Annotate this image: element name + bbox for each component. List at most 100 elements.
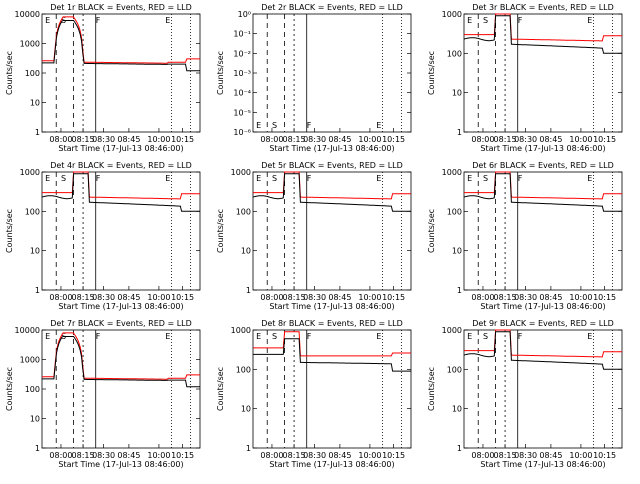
event-marker-label: E (165, 16, 170, 25)
x-tick-label: 08:15 (494, 451, 517, 460)
x-axis-label: Start Time (17-Jul-13 08:46:00) (480, 302, 605, 311)
y-tick-label: 10 (452, 247, 462, 256)
event-marker-label: F (307, 121, 312, 130)
y-tick-label: 100 (25, 69, 40, 78)
event-marker-label: E (467, 332, 472, 341)
y-tick-label: 1000 (20, 356, 40, 365)
x-tick-label: 08:30 (92, 293, 115, 302)
series-lld (464, 171, 622, 200)
series-events (463, 331, 622, 370)
event-marker-label: E (45, 174, 50, 183)
y-tick-label: 100 (25, 207, 40, 216)
y-tick-label: 1000 (231, 168, 251, 177)
x-tick-label: 10:15 (382, 451, 405, 460)
event-marker-label: E (587, 332, 592, 341)
x-tick-label: 08:45 (539, 451, 562, 460)
y-axis-label: Counts/sec (427, 367, 436, 411)
y-tick-label: 10 (30, 247, 40, 256)
panel-title: Det 2r BLACK = Events, RED = LLD (261, 3, 403, 12)
y-tick-label: 1000 (442, 326, 462, 335)
event-marker-label: S (272, 174, 277, 183)
x-tick-label: 10:00 (147, 135, 170, 144)
plot-frame (463, 13, 623, 133)
x-tick-label: 08:15 (494, 293, 517, 302)
panel-det-4: Det 4r BLACK = Events, RED = LLD 1 10 100 10… (5, 161, 201, 311)
series-lld (464, 329, 622, 358)
y-tick-label: 100 (236, 207, 251, 216)
y-tick-label: 10⁻⁶ (233, 128, 251, 137)
event-marker-label: S (483, 332, 488, 341)
plot-frame (252, 171, 412, 291)
x-tick-label: 08:15 (72, 451, 95, 460)
y-axis-label: Counts/sec (427, 209, 436, 253)
x-tick-label: 08:15 (72, 135, 95, 144)
y-tick-label: 10 (241, 247, 251, 256)
y-tick-label: 10⁻² (233, 49, 251, 58)
x-tick-label: 08:45 (117, 293, 140, 302)
plot-frame (41, 171, 201, 291)
y-tick-label: 100 (447, 49, 462, 58)
x-axis-label: Start Time (17-Jul-13 08:46:00) (480, 144, 605, 153)
y-tick-label: 10⁻⁵ (233, 108, 251, 117)
x-tick-label: 10:00 (569, 293, 592, 302)
series-lld (253, 171, 411, 200)
x-tick-label: 08:30 (514, 135, 537, 144)
y-tick-label: 10000 (15, 326, 40, 335)
series-events (463, 173, 622, 212)
x-tick-label: 08:00 (260, 451, 283, 460)
x-tick-label: 08:00 (49, 293, 72, 302)
y-tick-label: 10 (30, 415, 40, 424)
panel-title: Det 1r BLACK = Events, RED = LLD (50, 3, 192, 12)
event-marker-label: S (483, 16, 488, 25)
event-marker-label: E (45, 332, 50, 341)
event-marker-label: F (518, 16, 523, 25)
panel-det-9: Det 9r BLACK = Events, RED = LLD 1 10 100 10… (427, 319, 623, 469)
x-axis-label: Start Time (17-Jul-13 08:46:00) (269, 144, 394, 153)
y-tick-label: 10 (452, 405, 462, 414)
event-marker-label: E (256, 174, 261, 183)
series-events (252, 173, 411, 212)
y-tick-label: 1 (246, 444, 251, 453)
panel-title: Det 5r BLACK = Events, RED = LLD (261, 161, 403, 170)
y-tick-label: 10 (452, 89, 462, 98)
y-tick-label: 1 (457, 286, 462, 295)
y-tick-label: 10000 (15, 10, 40, 19)
x-tick-label: 10:00 (358, 451, 381, 460)
y-tick-label: 10 (30, 99, 40, 108)
x-tick-label: 08:15 (283, 293, 306, 302)
y-tick-label: 100 (25, 385, 40, 394)
event-marker-label: S (61, 174, 66, 183)
x-tick-label: 08:45 (117, 135, 140, 144)
panel-det-5: Det 5r BLACK = Events, RED = LLD 1 10 100 10… (216, 161, 412, 311)
x-tick-label: 08:15 (494, 135, 517, 144)
y-tick-label: 100 (236, 365, 251, 374)
x-tick-label: 08:15 (283, 135, 306, 144)
x-tick-label: 10:00 (147, 451, 170, 460)
panel-title: Det 4r BLACK = Events, RED = LLD (50, 161, 192, 170)
panel-det-2: Det 2r BLACK = Events, RED = LLD 10⁻⁶ 10⁻⁵… (216, 3, 412, 153)
x-tick-label: 10:00 (147, 293, 170, 302)
event-marker-label: E (376, 332, 381, 341)
plot-frame (41, 13, 201, 133)
event-marker-label: E (467, 16, 472, 25)
panel-title: Det 8r BLACK = Events, RED = LLD (261, 319, 403, 328)
x-axis-label: Start Time (17-Jul-13 08:46:00) (269, 302, 394, 311)
series-events (41, 173, 200, 212)
x-tick-label: 10:15 (171, 451, 194, 460)
x-axis-label: Start Time (17-Jul-13 08:46:00) (58, 302, 183, 311)
event-marker-label: F (96, 174, 101, 183)
x-tick-label: 08:30 (303, 135, 326, 144)
panel-det-8: Det 8r BLACK = Events, RED = LLD 1 10 100 10… (216, 319, 412, 469)
x-tick-label: 08:45 (328, 135, 351, 144)
y-tick-label: 1 (246, 286, 251, 295)
x-tick-label: 10:15 (171, 135, 194, 144)
event-marker-label: E (467, 174, 472, 183)
plot-frame (463, 329, 623, 449)
series-events (253, 338, 411, 372)
event-marker-label: F (518, 332, 523, 341)
plot-frame (252, 329, 412, 449)
series-events (463, 15, 622, 54)
x-axis-label: Start Time (17-Jul-13 08:46:00) (58, 460, 183, 469)
y-tick-label: 10⁻¹ (233, 30, 251, 39)
x-tick-label: 08:00 (49, 451, 72, 460)
